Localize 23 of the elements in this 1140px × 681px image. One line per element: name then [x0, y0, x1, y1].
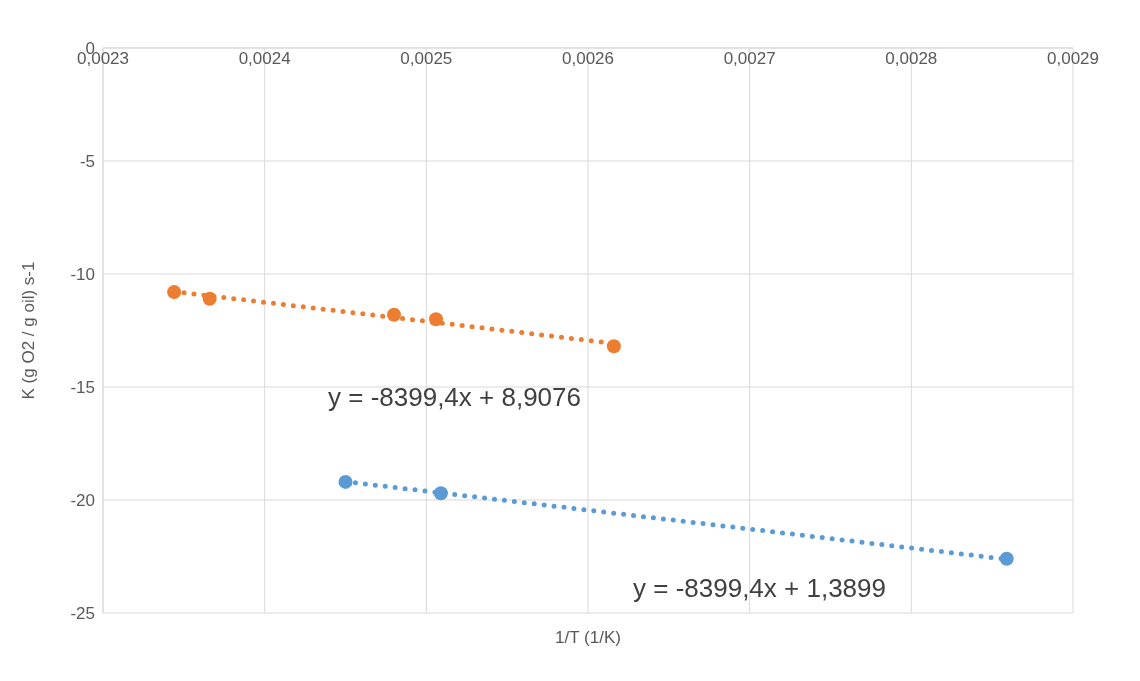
x-tick-label: 0,0024 — [238, 49, 291, 68]
y-tick-label: -10 — [70, 265, 95, 285]
point — [167, 285, 182, 300]
x-tick-label: 0,0028 — [885, 49, 938, 68]
x-tick-label: 0,0027 — [723, 49, 776, 68]
point — [433, 486, 448, 501]
y-tick-label: -5 — [79, 152, 95, 172]
annotation: y = -8399,4x + 8,9076 — [328, 382, 581, 413]
y-tick-label: -20 — [70, 491, 95, 511]
x-axis-title: 1/T (1/K) — [554, 628, 622, 648]
y-axis-title: K (g O2 / g oil) s-1 — [19, 261, 39, 400]
x-tick-label: 0,0029 — [1047, 49, 1099, 68]
point — [606, 339, 621, 354]
point — [338, 474, 353, 489]
point — [999, 551, 1014, 566]
x-tick-label: 0,0026 — [562, 49, 614, 68]
y-tick-label: -25 — [70, 604, 95, 624]
y-tick-label: -15 — [70, 378, 95, 398]
x-tick-label: 0,0025 — [400, 49, 453, 68]
point — [387, 307, 401, 322]
point — [202, 291, 217, 306]
annotation: y = -8399,4x + 1,3899 — [633, 573, 886, 604]
point — [429, 312, 444, 327]
